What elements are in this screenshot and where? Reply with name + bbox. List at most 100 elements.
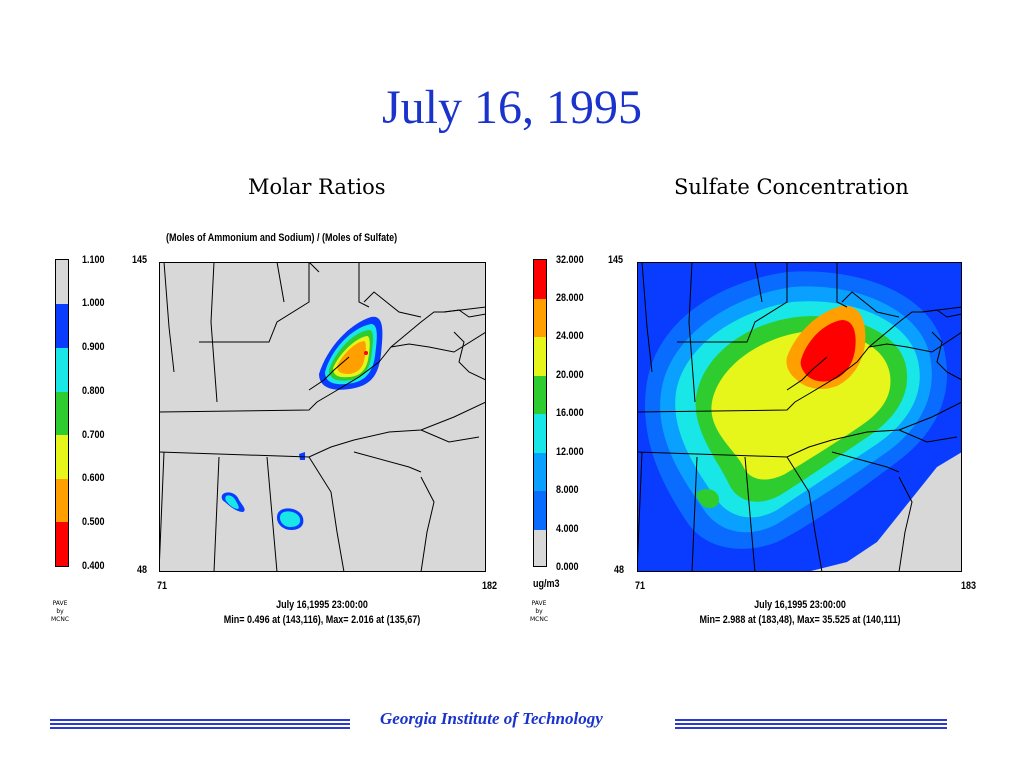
map-background	[159, 262, 486, 572]
boundary	[754, 262, 763, 303]
credit-line: PAVE	[531, 600, 547, 607]
y-axis-top-label: 145	[608, 254, 624, 266]
boundary	[641, 262, 653, 373]
patch-cyan	[225, 495, 239, 509]
legend-label: 0.500	[82, 516, 105, 528]
footer-rule-line	[50, 723, 350, 725]
boundary	[358, 262, 370, 308]
boundary	[868, 331, 962, 353]
molar-ratio-map	[159, 262, 486, 572]
boundary	[836, 262, 848, 308]
footer-rule-line	[675, 723, 947, 725]
plume-layer-orange	[337, 341, 366, 374]
contour-patch	[696, 489, 719, 508]
coastline	[898, 476, 913, 572]
credit-block: PAVE by MCNC	[524, 600, 554, 624]
coastline	[931, 331, 962, 381]
boundary	[786, 456, 823, 572]
legend-label: 0.400	[82, 560, 105, 572]
colorbar-band	[534, 414, 546, 453]
boundary	[898, 429, 958, 443]
colorbar-band	[534, 299, 546, 337]
slide-title: July 16, 1995	[381, 81, 642, 134]
boundary	[308, 356, 350, 391]
map-frame	[637, 262, 962, 572]
boundary	[266, 456, 278, 572]
credit-line: MCNC	[529, 616, 549, 623]
boundary	[744, 456, 756, 572]
footer-rule-line	[675, 727, 947, 729]
footer-rule-line	[675, 719, 947, 721]
colorbar-band	[56, 260, 68, 304]
credit-line: PAVE	[52, 600, 68, 607]
map-subtitle: (Moles of Ammonium and Sodium) / (Moles …	[166, 232, 398, 244]
boundary	[308, 456, 345, 572]
boundary	[691, 456, 698, 572]
legend-label: 16.000	[556, 407, 584, 419]
map-timestamp: July 16,1995 23:00:00	[276, 599, 368, 611]
legend-label: 0.000	[556, 561, 579, 573]
boundary	[786, 356, 828, 391]
boundary	[443, 309, 486, 318]
credit-line: MCNC	[50, 616, 70, 623]
boundary	[921, 309, 962, 318]
colorbar-band	[534, 491, 546, 530]
legend-label: 12.000	[556, 446, 584, 458]
footer-rule-left	[50, 719, 350, 729]
colorbar-band	[56, 479, 68, 522]
boundary	[276, 262, 285, 303]
coastline	[420, 476, 435, 572]
x-axis-left-label: 71	[635, 580, 646, 592]
min-max-readout: Min= 2.988 at (183,48), Max= 35.525 at (…	[699, 614, 901, 626]
legend-label: 0.700	[82, 429, 105, 441]
legend-label: 32.000	[556, 254, 584, 266]
y-axis-top-label: 145	[132, 254, 148, 266]
y-axis-bottom-label: 48	[137, 564, 148, 576]
boundary	[210, 262, 218, 403]
legend-label: 1.000	[82, 297, 105, 309]
footer-rule-right	[675, 719, 947, 729]
boundary	[163, 262, 175, 373]
y-axis-bottom-label: 48	[614, 564, 625, 576]
colorbar-band	[534, 376, 546, 414]
credit-line: by	[56, 608, 64, 615]
map-timestamp: July 16,1995 23:00:00	[754, 599, 846, 611]
colorbar-sulfate	[533, 259, 547, 567]
legend-label: 0.800	[82, 385, 105, 397]
units-label: ug/m3	[533, 578, 560, 590]
colorbar-band	[534, 530, 546, 566]
credit-line: by	[535, 608, 543, 615]
legend-label: 28.000	[556, 292, 584, 304]
sulfate-concentration-map	[637, 262, 962, 572]
colorbar-band	[534, 260, 546, 299]
x-axis-left-label: 71	[157, 580, 168, 592]
low-value-region	[807, 452, 962, 572]
footer-rule-line	[50, 719, 350, 721]
boundary	[841, 291, 900, 318]
boundary	[353, 451, 422, 473]
boundary	[637, 306, 962, 413]
boundary	[637, 401, 962, 458]
colorbar-band	[56, 435, 68, 479]
min-max-readout: Min= 0.496 at (143,116), Max= 2.016 at (…	[223, 614, 421, 626]
boundary	[831, 451, 900, 473]
colorbar-band	[56, 304, 68, 348]
credit-block: PAVE by MCNC	[45, 600, 75, 624]
x-axis-right-label: 183	[961, 580, 977, 592]
legend-label: 0.900	[82, 341, 105, 353]
x-axis-right-label: 182	[482, 580, 498, 592]
legend-label: 0.600	[82, 472, 105, 484]
colorbar-band	[534, 453, 546, 491]
colorbar-band	[56, 522, 68, 566]
colorbar-band	[56, 348, 68, 392]
boundary	[688, 262, 696, 403]
boundary	[213, 456, 220, 572]
map-frame	[159, 262, 486, 572]
legend-label: 24.000	[556, 330, 584, 342]
legend-label: 20.000	[556, 369, 584, 381]
footer-rule-line	[50, 727, 350, 729]
boundary	[390, 331, 486, 353]
plume-max-cell	[364, 351, 368, 355]
boundary	[308, 262, 320, 273]
contour-32	[800, 320, 856, 382]
